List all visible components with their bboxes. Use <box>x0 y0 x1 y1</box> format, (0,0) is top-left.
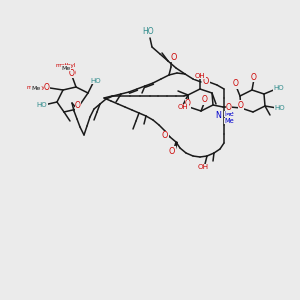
Text: O: O <box>185 100 191 109</box>
Text: HO: HO <box>91 78 101 84</box>
Text: O: O <box>171 52 177 62</box>
Text: O: O <box>226 103 232 112</box>
Text: OH: OH <box>195 73 205 79</box>
Text: Me: Me <box>224 118 234 124</box>
Text: Me: Me <box>224 111 234 117</box>
Text: O: O <box>203 76 209 85</box>
Text: O: O <box>202 95 208 104</box>
Text: O: O <box>233 80 239 88</box>
Text: O: O <box>238 100 244 109</box>
Text: O: O <box>75 101 81 110</box>
Text: O: O <box>44 83 50 92</box>
Text: OH: OH <box>178 104 188 110</box>
Text: O: O <box>69 68 75 77</box>
Text: O: O <box>70 68 76 77</box>
Text: Me: Me <box>32 85 40 91</box>
Text: OH: OH <box>197 164 208 170</box>
Text: O: O <box>162 131 168 140</box>
Text: HO: HO <box>274 85 284 91</box>
Text: O: O <box>251 73 257 82</box>
Text: methyl: methyl <box>27 85 47 89</box>
Text: Me: Me <box>61 65 70 70</box>
Text: HO: HO <box>275 105 285 111</box>
Text: HO: HO <box>37 102 47 108</box>
Text: methyl: methyl <box>56 64 76 68</box>
Text: N: N <box>215 112 221 121</box>
Text: HO: HO <box>142 28 154 37</box>
Text: O: O <box>44 82 50 91</box>
Text: O: O <box>169 146 175 155</box>
